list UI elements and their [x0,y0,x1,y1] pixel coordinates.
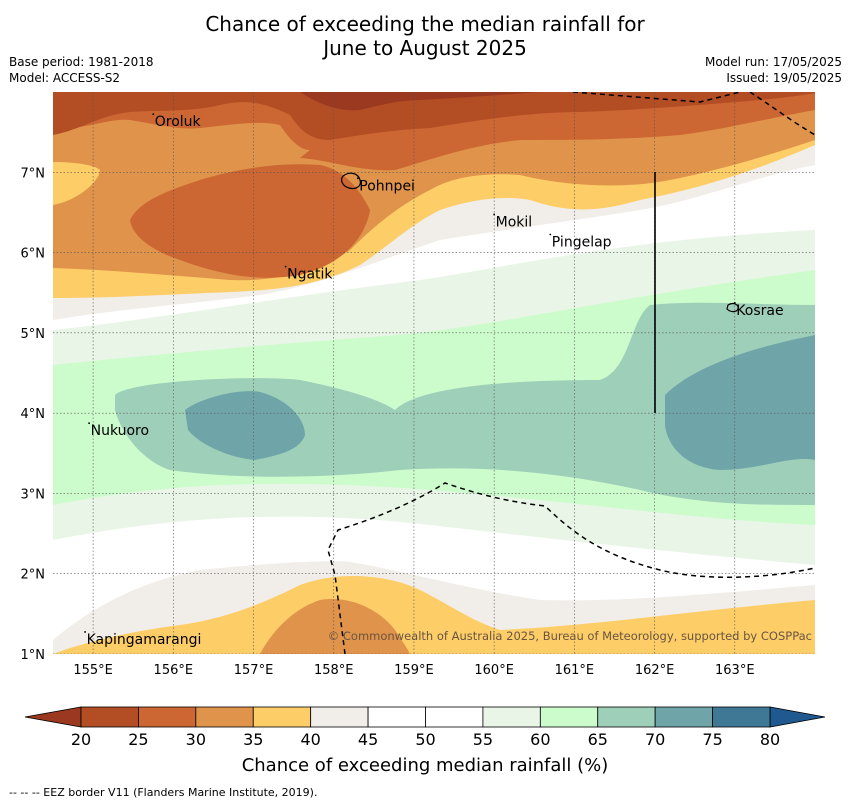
place-label-oroluk: Oroluk [155,114,202,130]
colorbar-segment [195,706,254,728]
band-65-70 [115,302,815,505]
map-title: Chance of exceeding the median rainfall … [0,12,850,60]
lat-tick-label: 5°N [21,327,46,342]
lon-tick-label: 163°E [715,663,755,678]
lat-tick-label: 4°N [21,407,46,422]
lat-tick-label: 7°N [21,166,46,181]
meta-right: Model run: 17/05/2025 Issued: 19/05/2025 [705,54,842,86]
place-marker [284,265,287,268]
eez-border-north [572,92,741,103]
band-under-20 [300,92,540,111]
colorbar-segment [539,706,599,728]
lon-tick-label: 157°E [234,663,274,678]
place-label-pohnpei: Pohnpei [359,178,415,194]
colorbar-tick-label: 50 [415,730,435,749]
colorbar-tick-label: 20 [71,730,91,749]
lon-tick-label: 155°E [73,663,113,678]
colorbar-tick-label: 75 [702,730,722,749]
colorbar-tick-label: 35 [243,730,263,749]
colorbar-tick-label: 45 [358,730,378,749]
colorbar-tick-label: 55 [473,730,493,749]
place-marker [733,301,736,304]
meta-left: Base period: 1981-2018 Model: ACCESS-S2 [9,54,154,86]
colorbar-segment [252,706,312,728]
lon-tick-label: 160°E [474,663,514,678]
band-70-75-west [185,391,305,460]
band-25-30-north [53,92,815,215]
lat-axis: 7°N 6°N 5°N 4°N 3°N 2°N 1°N [21,166,46,663]
colorbar-segment [80,706,139,728]
place-label-ngatik: Ngatik [287,267,333,283]
place-marker [88,422,90,425]
colorbar-tick-label: 25 [128,730,148,749]
place-label-kosrae: Kosrae [736,303,783,319]
title-line-2: June to August 2025 [323,36,527,60]
eez-borders [327,92,815,654]
base-period: Base period: 1981-2018 [9,55,154,69]
colorbar-tick-label: 30 [186,730,206,749]
colorbar-over-arrow [769,706,826,728]
colorbar-segment [367,706,426,728]
band-70-75-east [665,335,815,470]
footnote: -- -- -- EEZ border V11 (Flanders Marine… [9,786,318,799]
colorbar-segment [310,706,369,728]
title-line-1: Chance of exceeding the median rainfall … [205,12,645,36]
lat-tick-label: 3°N [21,487,46,502]
colorbar-tick-label: 70 [645,730,665,749]
colorbar: 20 25 30 35 40 45 50 55 60 65 70 75 80 [24,706,826,749]
colorbar-segment [482,706,541,728]
place-label-mokil: Mokil [496,214,533,230]
place-marker [152,113,155,115]
colorbar-segment [425,706,484,728]
band-20-25-north [53,92,815,140]
colorbar-tick-label: 60 [530,730,550,749]
place-marker [356,177,359,180]
model-name: Model: ACCESS-S2 [9,71,121,85]
lon-tick-label: 161°E [555,663,595,678]
eez-border-northeast [749,92,815,136]
place-marker [84,631,86,633]
colorbar-tick-label: 80 [760,730,780,749]
model-run: Model run: 17/05/2025 [704,55,842,69]
colorbar-label: Chance of exceeding median rainfall (%) [241,755,609,776]
colorbar-segment [654,706,713,728]
map-area: Oroluk Pohnpei Mokil Pingelap Ngatik Kosrae Nu… [53,92,815,654]
issued-date: Issued: 19/05/2025 [726,71,842,85]
colorbar-tick-label: 40 [300,730,320,749]
lat-tick-label: 6°N [21,247,46,262]
colorbar-tick-label: 65 [588,730,608,749]
place-marker [493,213,496,216]
band-30-35-south [260,599,410,654]
place-label-kapingamarangi: Kapingamarangi [87,632,202,648]
pohnpei-island-shape [341,172,361,190]
band-25-30-core [130,164,370,278]
band-35-40-south [53,575,815,654]
colorbar-segment [138,706,197,728]
place-marker [549,233,552,236]
colorbar-under-arrow [24,706,82,728]
lon-tick-label: 159°E [394,663,434,678]
kosrae-island-shape [726,303,739,313]
lon-tick-label: 162°E [635,663,675,678]
place-labels: Oroluk Pohnpei Mokil Pingelap Ngatik Kosrae Nu… [84,113,784,648]
place-label-pingelap: Pingelap [552,235,612,251]
lat-tick-label: 1°N [21,648,46,663]
lon-tick-label: 156°E [154,663,194,678]
colorbar-segment [712,706,771,728]
lon-axis: 155°E 156°E 157°E 158°E 159°E 160°E 161°E 162°E… [73,663,754,678]
lat-tick-label: 2°N [21,568,46,583]
colorbar-segment [597,706,656,728]
lon-tick-label: 158°E [314,663,354,678]
copyright-text: © Commonwealth of Australia 2025, Bureau… [328,629,812,643]
place-label-nukuoro: Nukuoro [91,423,149,439]
